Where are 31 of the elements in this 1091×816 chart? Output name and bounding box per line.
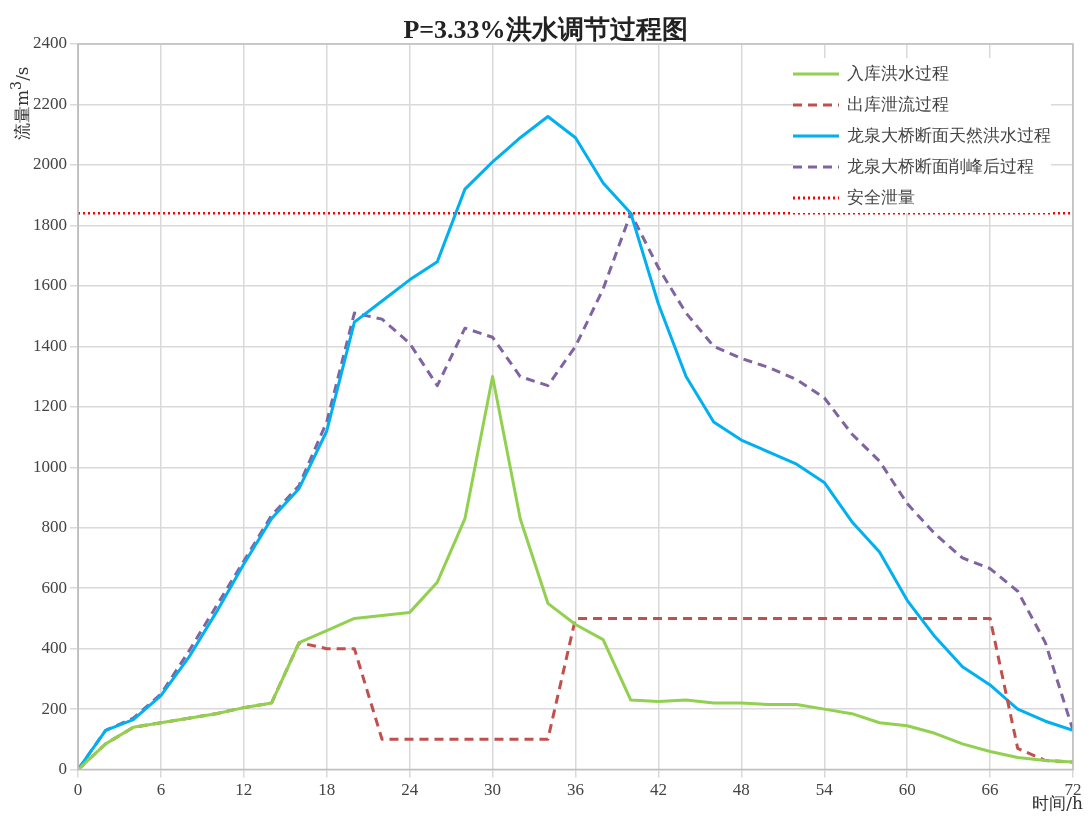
x-tick-label: 42 [649,780,667,800]
y-tick-label: 1000 [33,456,67,476]
legend-label: 入库洪水过程 [847,62,949,85]
y-tick-label: 1800 [33,214,67,234]
chart-title: P=3.33%洪水调节过程图 [403,15,688,44]
legend-label: 出库泄流过程 [847,93,949,116]
x-tick-label: 66 [981,780,999,800]
x-tick-label: 36 [567,780,584,800]
y-tick-label: 400 [41,638,67,658]
x-tick-label: 0 [73,780,83,800]
y-tick-label: 2200 [33,93,67,113]
y-tick-label: 1600 [33,275,67,295]
y-tick-label: 2400 [33,33,67,53]
x-tick-label: 18 [318,780,336,800]
x-tick-label: 6 [156,780,166,800]
x-tick-label: 30 [484,780,502,800]
y-tick-label: 600 [41,577,67,597]
y-tick-label: 1200 [33,396,67,416]
legend-label: 龙泉大桥断面削峰后过程 [847,155,1034,178]
x-tick-label: 54 [815,780,834,800]
x-tick-label: 48 [732,780,750,800]
legend-label: 安全泄量 [847,186,915,209]
y-tick-label: 800 [41,517,67,537]
legend-label: 龙泉大桥断面天然洪水过程 [847,124,1051,147]
y-tick-label: 200 [41,698,67,718]
x-tick-label: 24 [401,780,419,800]
x-tick-label: 12 [235,780,253,800]
y-tick-label: 2000 [33,154,67,174]
x-tick-label: 60 [898,780,916,800]
y-tick-label: 0 [58,759,67,779]
y-tick-label: 1400 [33,335,67,355]
